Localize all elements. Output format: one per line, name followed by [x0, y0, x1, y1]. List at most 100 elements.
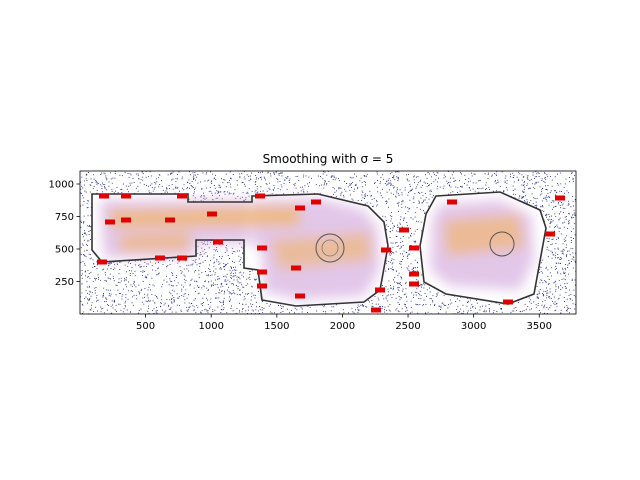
noise-point [371, 199, 373, 200]
noise-point [434, 304, 436, 305]
noise-point [157, 261, 159, 263]
noise-point [230, 193, 232, 194]
noise-point [541, 206, 543, 208]
noise-point [547, 241, 549, 242]
noise-point [133, 281, 135, 283]
noise-point [526, 177, 528, 179]
noise-point [127, 262, 129, 264]
noise-point [457, 306, 459, 308]
noise-point [147, 263, 149, 265]
noise-point [90, 272, 92, 274]
noise-point [386, 191, 388, 193]
noise-point [241, 246, 243, 248]
noise-point [410, 312, 411, 314]
noise-point [387, 183, 389, 185]
noise-point [251, 172, 252, 174]
noise-point [453, 177, 455, 179]
noise-point [396, 246, 398, 247]
noise-point [559, 258, 561, 260]
noise-point [87, 215, 89, 217]
noise-point [181, 290, 183, 292]
noise-point [250, 299, 252, 301]
noise-point [215, 197, 217, 199]
noise-point [398, 311, 400, 313]
noise-point [273, 172, 274, 174]
noise-point [479, 309, 481, 311]
noise-point [235, 275, 237, 277]
noise-point [334, 179, 336, 181]
noise-point [126, 271, 127, 273]
noise-point [203, 253, 205, 255]
noise-point [221, 268, 222, 270]
noise-point [325, 311, 326, 313]
noise-point [469, 189, 471, 191]
noise-point [410, 217, 412, 219]
noise-point [571, 216, 572, 218]
noise-point [537, 172, 539, 173]
noise-point [191, 264, 193, 266]
noise-point [81, 277, 83, 279]
noise-point [96, 297, 97, 299]
noise-point [391, 260, 392, 261]
noise-point [169, 278, 171, 280]
noise-point [327, 171, 329, 172]
noise-point [198, 286, 200, 288]
noise-point [410, 190, 412, 191]
noise-point [442, 187, 444, 189]
noise-point [536, 176, 537, 178]
noise-point [238, 282, 240, 284]
noise-point [229, 296, 230, 298]
noise-point [210, 302, 212, 303]
noise-point [210, 298, 212, 300]
noise-point [429, 287, 430, 289]
noise-point [302, 186, 303, 188]
noise-point [197, 293, 199, 295]
noise-point [89, 191, 91, 193]
noise-point [555, 309, 557, 311]
noise-point [153, 308, 155, 310]
noise-point [145, 300, 147, 302]
noise-point [416, 220, 417, 222]
noise-point [331, 175, 333, 177]
noise-point [248, 293, 250, 294]
noise-point [87, 276, 88, 278]
noise-point [223, 191, 225, 193]
noise-point [126, 277, 127, 279]
noise-point [326, 183, 328, 184]
noise-point [547, 275, 549, 277]
noise-point [572, 178, 574, 180]
noise-point [81, 303, 83, 305]
noise-point [561, 257, 562, 259]
noise-point [398, 202, 400, 204]
noise-point [180, 310, 182, 312]
noise-point [240, 282, 242, 284]
noise-point [242, 286, 244, 288]
noise-point [482, 305, 483, 307]
noise-point [89, 277, 91, 279]
noise-point [391, 258, 393, 260]
noise-point [574, 279, 576, 281]
noise-point [495, 173, 497, 175]
noise-point [506, 180, 508, 182]
noise-point [420, 221, 422, 223]
noise-point [106, 189, 108, 191]
noise-point [564, 237, 566, 239]
noise-point [87, 299, 89, 301]
noise-point [391, 216, 393, 217]
noise-point [390, 180, 392, 182]
noise-point [183, 293, 185, 295]
noise-point [116, 311, 117, 312]
noise-point [547, 185, 549, 186]
noise-point [354, 185, 356, 186]
noise-point [242, 308, 244, 309]
noise-point [557, 237, 559, 239]
noise-point [206, 256, 208, 257]
noise-point [386, 203, 387, 205]
noise-point [166, 275, 167, 277]
noise-point [304, 185, 306, 187]
noise-point [161, 309, 163, 311]
noise-point [422, 195, 424, 197]
noise-point [518, 179, 520, 181]
noise-point [212, 194, 213, 196]
